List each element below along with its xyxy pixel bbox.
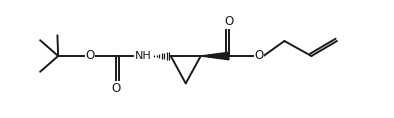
- Text: O: O: [254, 49, 264, 63]
- Text: O: O: [112, 82, 121, 95]
- Text: NH: NH: [135, 51, 152, 61]
- Text: O: O: [224, 15, 234, 28]
- Text: O: O: [85, 49, 95, 63]
- Polygon shape: [201, 52, 229, 60]
